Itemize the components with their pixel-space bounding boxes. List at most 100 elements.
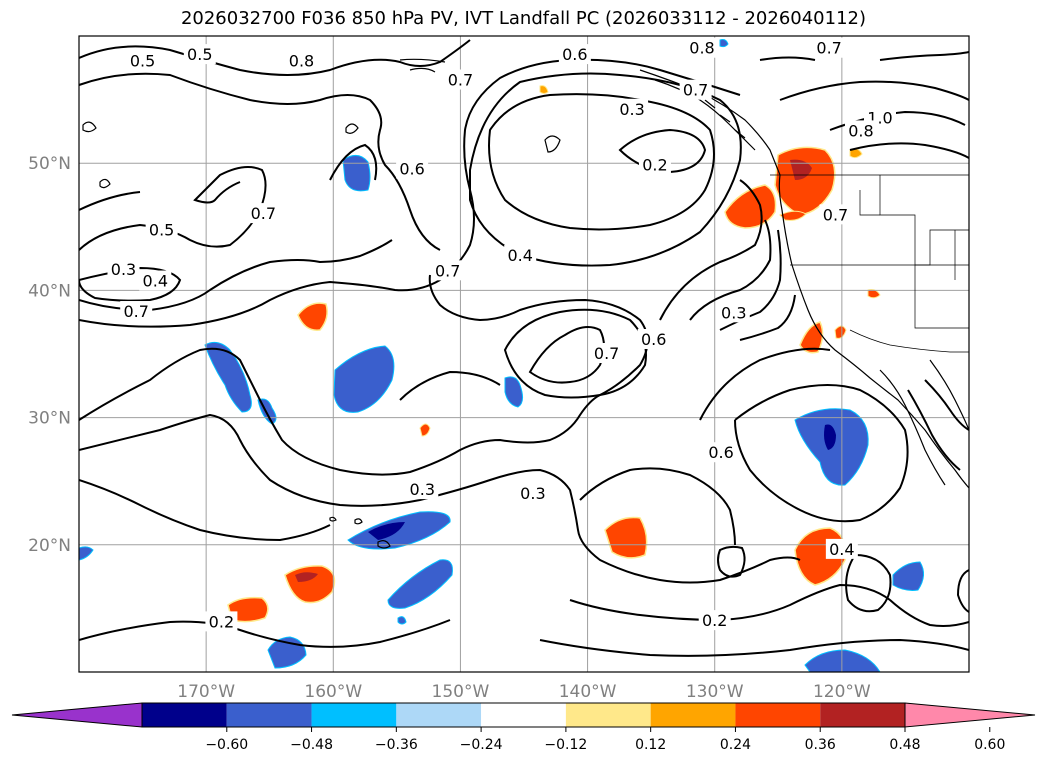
colorbar-segment bbox=[142, 703, 227, 727]
colorbar-tick-label: 0.12 bbox=[635, 737, 666, 753]
contour-label-bg bbox=[139, 270, 172, 291]
contour-label-bg bbox=[679, 79, 712, 100]
map-frame bbox=[78, 35, 970, 673]
negative-pv-shading bbox=[79, 39, 924, 672]
contour-label: 0.3 bbox=[520, 484, 545, 503]
lon-label: 170°W bbox=[177, 682, 235, 702]
contour-label: 0.7 bbox=[594, 344, 619, 363]
contour-label: 0.3 bbox=[410, 480, 435, 499]
contour-label: 0.8 bbox=[289, 51, 314, 70]
colorbar-extend-low bbox=[11, 702, 143, 728]
contour-labels: 0.5 0.5 0.80.70.6 0.8 0.70.70.3 1.00.80.20.60… bbox=[107, 37, 896, 632]
contour-label-bg bbox=[126, 50, 159, 71]
contour-label: 0.7 bbox=[448, 71, 473, 90]
map-title: 2026032700 F036 850 hPa PV, IVT Landfall… bbox=[180, 8, 867, 29]
contour-label-bg bbox=[616, 98, 649, 119]
contour-label-bg bbox=[516, 482, 549, 503]
contour-label: 0.7 bbox=[823, 205, 848, 224]
pv-contours bbox=[79, 39, 969, 657]
lon-label: 140°W bbox=[559, 682, 617, 702]
contour-label: 0.6 bbox=[708, 443, 733, 462]
colorbar-tick-label: −0.60 bbox=[205, 737, 248, 753]
contour-label-bg bbox=[637, 329, 670, 350]
lon-label: 130°W bbox=[686, 682, 744, 702]
contour-label: 0.2 bbox=[209, 612, 234, 631]
latitude-labels: 20°N 30°N 40°N 50°N bbox=[28, 154, 71, 556]
contour-label-bg bbox=[813, 37, 846, 58]
colorbar-tick-label: 0.24 bbox=[720, 737, 751, 753]
contour-label-bg bbox=[819, 204, 852, 225]
contour-label-bg bbox=[107, 259, 140, 280]
contour-label: 0.3 bbox=[721, 303, 746, 322]
colorbar-segment bbox=[396, 703, 482, 727]
contour-label: 0.7 bbox=[435, 261, 460, 280]
contour-label-bg bbox=[285, 50, 318, 71]
colorbar: −0.60 −0.48 −0.36 −0.24 −0.12 0.12 0.24 0.36 0.4… bbox=[11, 702, 1036, 753]
contour-label-bg bbox=[705, 442, 738, 463]
lon-label: 150°W bbox=[432, 682, 490, 702]
colorbar-segment bbox=[481, 703, 566, 727]
contour-label: 0.5 bbox=[187, 45, 212, 64]
positive-pv-shading bbox=[227, 85, 881, 623]
contour-label-bg bbox=[396, 158, 429, 179]
colorbar-extend-high bbox=[904, 702, 1036, 728]
contour-label-bg bbox=[183, 44, 216, 65]
contour-label: 0.7 bbox=[123, 302, 148, 321]
colorbar-segment bbox=[565, 703, 651, 727]
contour-label: 0.7 bbox=[683, 81, 708, 100]
contour-label: 0.8 bbox=[848, 121, 873, 140]
contour-label: 0.8 bbox=[689, 39, 714, 58]
contour-label-bg bbox=[205, 611, 238, 632]
contour-label: 0.6 bbox=[641, 330, 666, 349]
colorbar-tick-label: 0.36 bbox=[805, 737, 836, 753]
gridlines bbox=[79, 36, 969, 672]
colorbar-tick-label: 0.60 bbox=[974, 737, 1005, 753]
lat-label: 40°N bbox=[28, 281, 71, 301]
contour-label: 0.2 bbox=[642, 156, 667, 175]
contour-label-bg bbox=[406, 479, 439, 500]
map-area: 0.5 0.5 0.80.70.6 0.8 0.70.70.3 1.00.80.20.60… bbox=[79, 36, 969, 672]
contour-label-bg bbox=[247, 203, 280, 224]
colorbar-outline bbox=[141, 702, 906, 728]
lat-label: 50°N bbox=[28, 154, 71, 174]
contour-label: 0.7 bbox=[816, 39, 841, 58]
contour-label: 0.5 bbox=[149, 221, 174, 240]
lon-label: 120°W bbox=[813, 682, 871, 702]
contour-label-bg bbox=[638, 154, 671, 175]
contour-label-bg bbox=[431, 260, 464, 281]
contour-label: 0.2 bbox=[702, 611, 727, 630]
lon-label: 160°W bbox=[304, 682, 362, 702]
political-boundaries bbox=[770, 174, 969, 353]
contour-label-bg bbox=[686, 37, 718, 58]
colorbar-segment bbox=[226, 703, 312, 727]
contour-label: 0.3 bbox=[619, 100, 644, 119]
contour-label-bg bbox=[504, 245, 537, 266]
contour-label: 0.7 bbox=[251, 204, 276, 223]
colorbar-tick-label: 0.48 bbox=[889, 737, 920, 753]
contour-label-bg bbox=[698, 610, 731, 631]
colorbar-tick-label: −0.24 bbox=[460, 737, 503, 753]
contour-label-bg bbox=[558, 44, 591, 65]
colorbar-segment bbox=[735, 703, 821, 727]
contour-label: 0.6 bbox=[562, 45, 587, 64]
contour-label: 0.4 bbox=[143, 271, 168, 290]
contour-label: 0.6 bbox=[399, 160, 424, 179]
contour-label: 0.4 bbox=[829, 540, 854, 559]
colorbar-tick-label: −0.36 bbox=[375, 737, 418, 753]
colorbar-tick-label: −0.48 bbox=[290, 737, 333, 753]
contour-label: 0.5 bbox=[130, 51, 155, 70]
colorbar-segment bbox=[650, 703, 736, 727]
coastlines bbox=[82, 58, 969, 549]
contour-label-bg bbox=[844, 120, 877, 141]
longitude-labels: 170°W 160°W 150°W 140°W 130°W 120°W bbox=[177, 682, 871, 702]
contour-label-bg bbox=[590, 343, 623, 363]
contour-label: 0.4 bbox=[507, 246, 532, 265]
contour-label-bg bbox=[717, 302, 750, 323]
contour-label: 0.3 bbox=[111, 260, 136, 279]
lat-label: 20°N bbox=[28, 536, 71, 556]
lat-label: 30°N bbox=[28, 409, 71, 429]
colorbar-segment bbox=[311, 703, 397, 727]
contour-label-bg bbox=[145, 219, 178, 240]
colorbar-segment bbox=[820, 703, 905, 727]
